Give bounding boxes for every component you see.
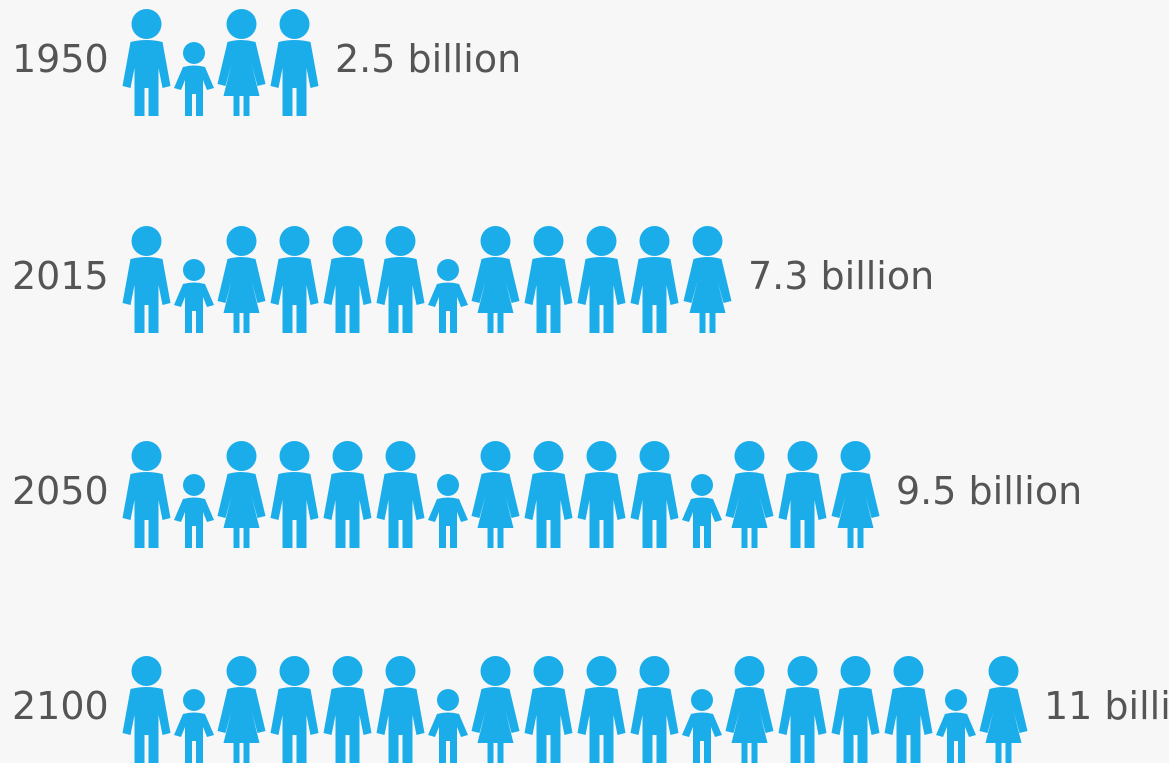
person-icon xyxy=(524,441,573,548)
person-icon xyxy=(323,226,372,333)
person-icon xyxy=(323,441,372,548)
person-icon xyxy=(577,656,626,763)
person-icon xyxy=(936,689,976,763)
pictograph-row-2050: 2050 9.5 billion xyxy=(12,441,1082,548)
person-icon xyxy=(428,689,468,763)
person-icon xyxy=(270,226,319,333)
person-icon xyxy=(122,226,171,333)
person-icon xyxy=(174,42,214,116)
pictograph-row-1950: 1950 2.5 billion xyxy=(12,9,521,116)
pictograph-row-2015: 2015 7.3 billion xyxy=(12,226,934,333)
person-icon xyxy=(428,259,468,333)
person-icon xyxy=(630,441,679,548)
person-icon xyxy=(471,441,520,548)
person-icon xyxy=(831,656,880,763)
person-icon xyxy=(725,441,774,548)
value-label: 7.3 billion xyxy=(748,254,934,298)
value-label: 11 billion xyxy=(1044,684,1169,728)
person-icon xyxy=(376,226,425,333)
year-label: 2050 xyxy=(12,469,109,513)
person-icon xyxy=(682,689,722,763)
person-icon xyxy=(174,474,214,548)
pictograph-row-2100: 2100 11 billion xyxy=(12,656,1169,763)
person-icon xyxy=(630,656,679,763)
person-icon xyxy=(122,441,171,548)
person-icon xyxy=(884,656,933,763)
person-icon xyxy=(217,441,266,548)
person-icon xyxy=(122,656,171,763)
person-icon xyxy=(630,226,679,333)
person-icon xyxy=(683,226,732,333)
person-icon xyxy=(471,226,520,333)
person-icon xyxy=(428,474,468,548)
person-icon xyxy=(524,226,573,333)
person-icon xyxy=(376,441,425,548)
person-icon xyxy=(831,441,880,548)
year-label: 1950 xyxy=(12,37,109,81)
person-icon xyxy=(270,441,319,548)
person-icon xyxy=(778,656,827,763)
person-icon xyxy=(979,656,1028,763)
person-icon xyxy=(174,259,214,333)
person-icon xyxy=(270,9,319,116)
person-icon xyxy=(682,474,722,548)
year-label: 2100 xyxy=(12,684,109,728)
person-icon xyxy=(270,656,319,763)
year-label: 2015 xyxy=(12,254,109,298)
person-icon xyxy=(524,656,573,763)
person-icon xyxy=(217,9,266,116)
person-icon xyxy=(217,656,266,763)
person-icon xyxy=(778,441,827,548)
person-icon xyxy=(122,9,171,116)
value-label: 9.5 billion xyxy=(896,469,1082,513)
person-icon xyxy=(376,656,425,763)
person-icon xyxy=(217,226,266,333)
person-icon xyxy=(471,656,520,763)
person-icon xyxy=(577,226,626,333)
person-icon xyxy=(725,656,774,763)
person-icon xyxy=(577,441,626,548)
person-icon xyxy=(174,689,214,763)
value-label: 2.5 billion xyxy=(335,37,521,81)
person-icon xyxy=(323,656,372,763)
